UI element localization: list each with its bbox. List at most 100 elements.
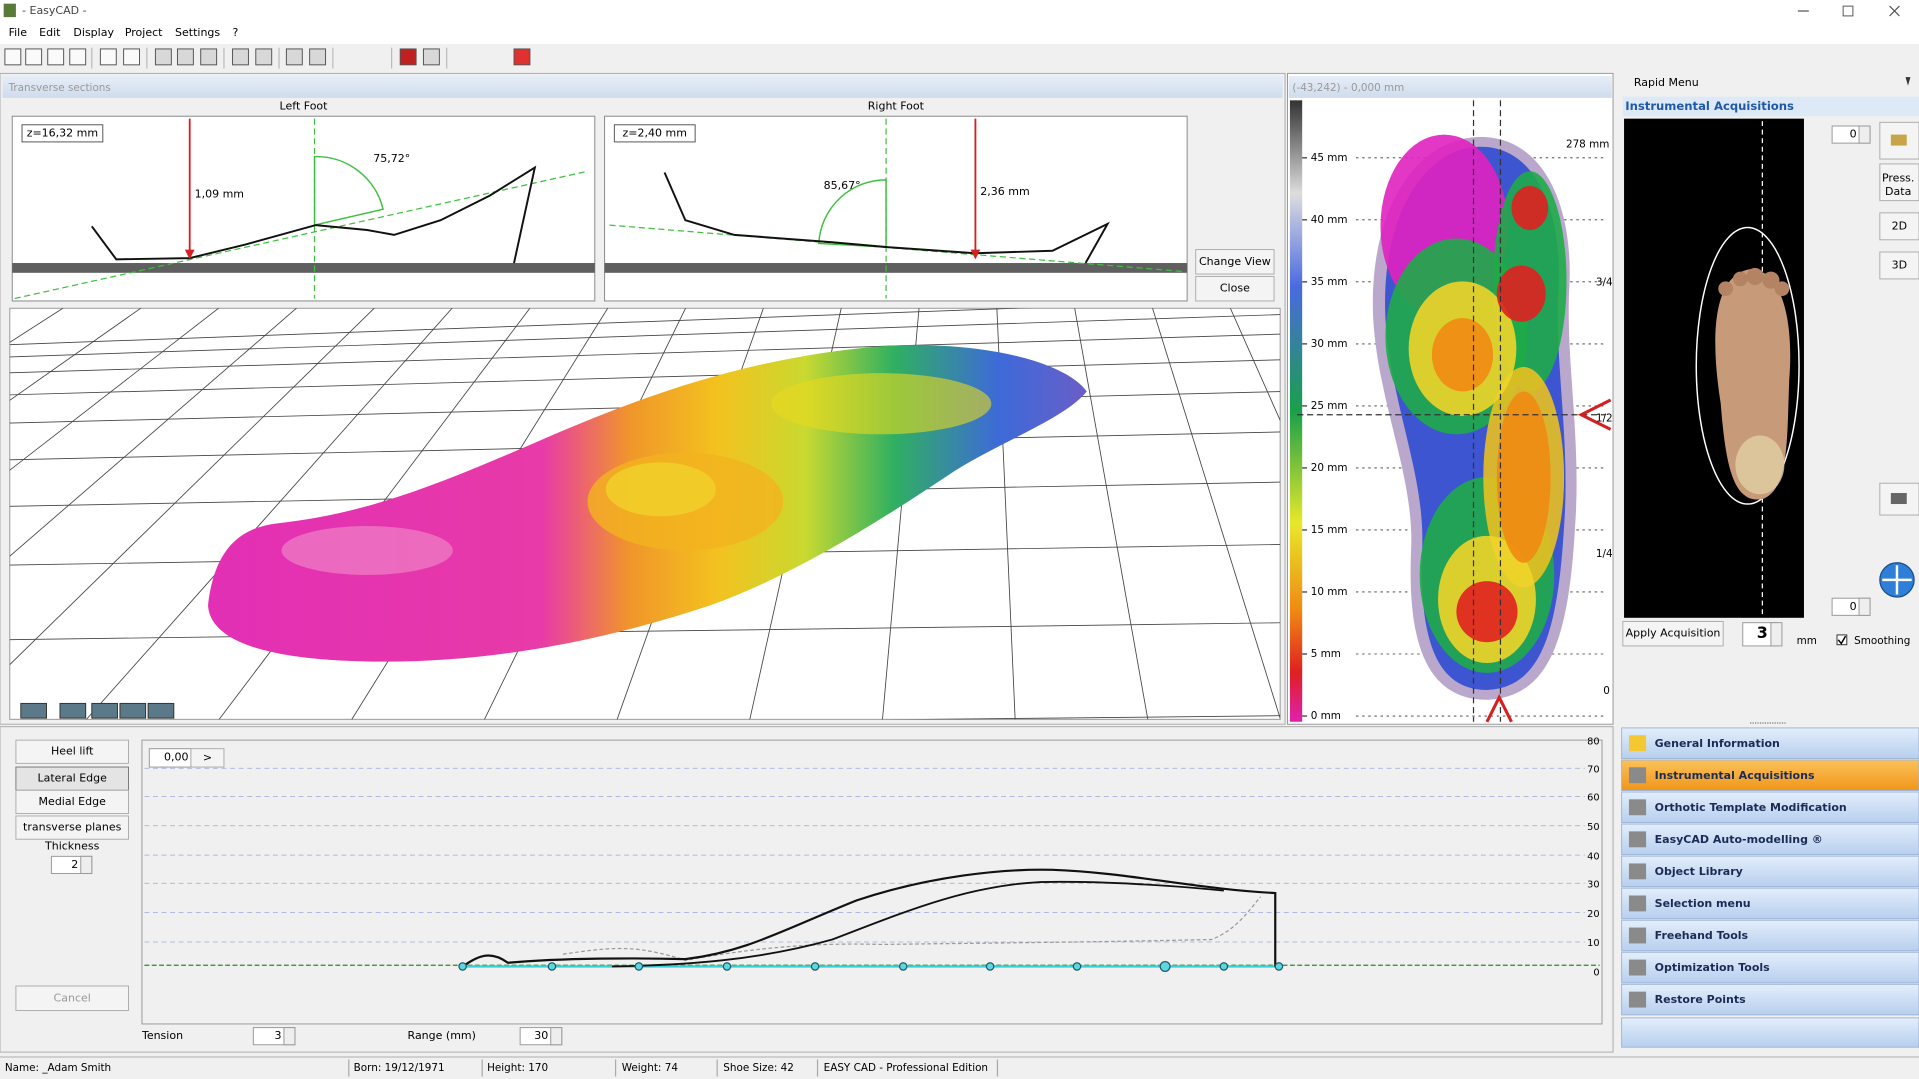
rapid-menu-item-label[interactable]: EasyCAD Auto-modelling ®: [1655, 833, 1823, 846]
smoothing-value[interactable]: 3: [1757, 623, 1768, 642]
pressure-data-label[interactable]: Data: [1885, 185, 1911, 198]
top-offset-spinner-arrows[interactable]: [1858, 125, 1871, 144]
control-point[interactable]: [722, 962, 732, 971]
toolbar-button[interactable]: [69, 48, 87, 66]
menu-item[interactable]: Edit: [39, 26, 61, 39]
view-tool-button[interactable]: [20, 702, 47, 719]
toolbar-button[interactable]: [309, 48, 327, 66]
range-spinner-arrows[interactable]: [550, 1027, 563, 1046]
profile-tool-button-label[interactable]: Lateral Edge: [37, 772, 107, 785]
toolbar-button[interactable]: [255, 48, 273, 66]
smoothing-checkbox[interactable]: [1836, 634, 1848, 646]
menu-item[interactable]: Display: [73, 26, 114, 39]
thickness-spinner-value[interactable]: 2: [71, 858, 78, 871]
rapid-menu-item-label[interactable]: Freehand Tools: [1655, 929, 1749, 942]
rapid-menu-item-label[interactable]: Orthotic Template Modification: [1655, 801, 1847, 814]
tension-spinner-arrows[interactable]: [283, 1027, 296, 1046]
toolbar-button[interactable]: [154, 48, 172, 66]
toolbar-button[interactable]: [232, 48, 249, 66]
toolbar-button[interactable]: [285, 48, 303, 66]
rapid-menu-item[interactable]: [1621, 759, 1919, 792]
view-3d-button-label[interactable]: 3D: [1892, 258, 1907, 271]
toolbar-button[interactable]: [176, 48, 194, 66]
profile-tool-button[interactable]: [15, 739, 129, 764]
bottom-offset-spinner-arrows[interactable]: [1858, 597, 1871, 616]
view-tool-button[interactable]: [147, 702, 175, 719]
pressure-zone: [1496, 265, 1546, 322]
rapid-menu-item-label[interactable]: Optimization Tools: [1655, 961, 1771, 974]
profile-tool-button[interactable]: [15, 815, 129, 840]
view-2d-button[interactable]: [1879, 212, 1919, 241]
rapid-menu-item-label[interactable]: Instrumental Acquisitions: [1655, 769, 1815, 782]
rapid-menu-item[interactable]: [1621, 983, 1919, 1016]
profile-tool-button-label[interactable]: transverse planes: [23, 821, 122, 834]
toolbar-button[interactable]: [123, 48, 141, 66]
control-point[interactable]: [1274, 962, 1284, 971]
rapid-menu-item[interactable]: [1621, 887, 1919, 920]
menu-item[interactable]: ?: [233, 26, 239, 39]
control-point[interactable]: [458, 962, 467, 971]
rapid-menu-item[interactable]: [1621, 855, 1919, 888]
maximize-button[interactable]: [1842, 5, 1854, 17]
rapid-menu-item-label[interactable]: General Information: [1655, 737, 1780, 750]
cancel-button[interactable]: [15, 985, 129, 1011]
smoothing-value-arrows[interactable]: [1770, 622, 1783, 647]
top-offset-spinner-value[interactable]: 0: [1850, 128, 1857, 141]
toolbar-button[interactable]: [99, 48, 117, 66]
rapid-menu-item-label[interactable]: Selection menu: [1655, 897, 1751, 910]
apply-acquisition-button[interactable]: [1622, 620, 1724, 647]
toolbar-button[interactable]: [25, 48, 43, 66]
control-point[interactable]: [985, 962, 995, 971]
view-tool-button[interactable]: [91, 702, 118, 719]
close-sections-button[interactable]: [1195, 275, 1275, 302]
rapid-menu-item[interactable]: [1621, 919, 1919, 952]
toolbar-button[interactable]: [4, 48, 22, 66]
smoothing-label[interactable]: Smoothing: [1854, 635, 1910, 647]
view-3d-button[interactable]: [1879, 251, 1919, 280]
control-point[interactable]: [1159, 960, 1171, 972]
control-point[interactable]: [1219, 962, 1229, 971]
rapid-menu-item[interactable]: [1621, 791, 1919, 824]
bottom-offset-spinner-value[interactable]: 0: [1850, 600, 1857, 613]
pressure-data-button[interactable]: [1879, 163, 1919, 202]
toolbar-button[interactable]: [399, 48, 417, 66]
rapid-menu-item-label[interactable]: Restore Points: [1655, 993, 1747, 1006]
toolbar-button[interactable]: [200, 48, 218, 66]
view-2d-button-label[interactable]: 2D: [1892, 219, 1907, 232]
toolbar-button[interactable]: [513, 48, 531, 66]
view-tool-button[interactable]: [119, 702, 147, 719]
tension-spinner-value[interactable]: 3: [274, 1029, 281, 1042]
rapid-menu-item[interactable]: [1621, 727, 1919, 759]
control-point[interactable]: [547, 962, 557, 971]
apply-acquisition-button-label[interactable]: Apply Acquisition: [1626, 627, 1721, 640]
pressure-data-label[interactable]: Press.: [1882, 172, 1914, 185]
close-button[interactable]: [1889, 5, 1900, 17]
offset-value[interactable]: 0,00: [164, 750, 189, 763]
profile-tool-button-label[interactable]: Heel lift: [51, 745, 94, 758]
toolbar-button[interactable]: [47, 48, 65, 66]
rapid-menu-icon: [1628, 927, 1647, 944]
view-tool-button[interactable]: [59, 702, 87, 719]
rapid-menu-item[interactable]: [1621, 951, 1919, 984]
control-point[interactable]: [1072, 962, 1082, 971]
profile-tool-button[interactable]: [15, 789, 129, 815]
profile-tool-button-label[interactable]: Medial Edge: [39, 795, 107, 808]
rapid-menu-item[interactable]: [1621, 823, 1919, 856]
range-spinner-value[interactable]: 30: [534, 1029, 548, 1042]
rapid-menu-item-label[interactable]: Object Library: [1655, 865, 1743, 878]
offset-apply-button[interactable]: [190, 748, 225, 768]
offset-apply-button-label[interactable]: >: [203, 751, 212, 764]
menu-item[interactable]: File: [9, 26, 28, 39]
open-file-button[interactable]: [1879, 121, 1919, 160]
thickness-spinner-arrows[interactable]: [80, 855, 93, 874]
cancel-button-label[interactable]: Cancel: [54, 991, 91, 1004]
control-point[interactable]: [634, 962, 644, 971]
change-view-button[interactable]: [1195, 249, 1275, 275]
change-view-button-label[interactable]: Change View: [1199, 255, 1271, 268]
menu-item[interactable]: Project: [125, 26, 163, 39]
control-point[interactable]: [898, 962, 908, 971]
menu-item[interactable]: Settings: [175, 26, 220, 39]
control-point[interactable]: [810, 962, 820, 971]
close-sections-button-label[interactable]: Close: [1220, 282, 1250, 295]
toolbar-button[interactable]: [422, 48, 440, 66]
